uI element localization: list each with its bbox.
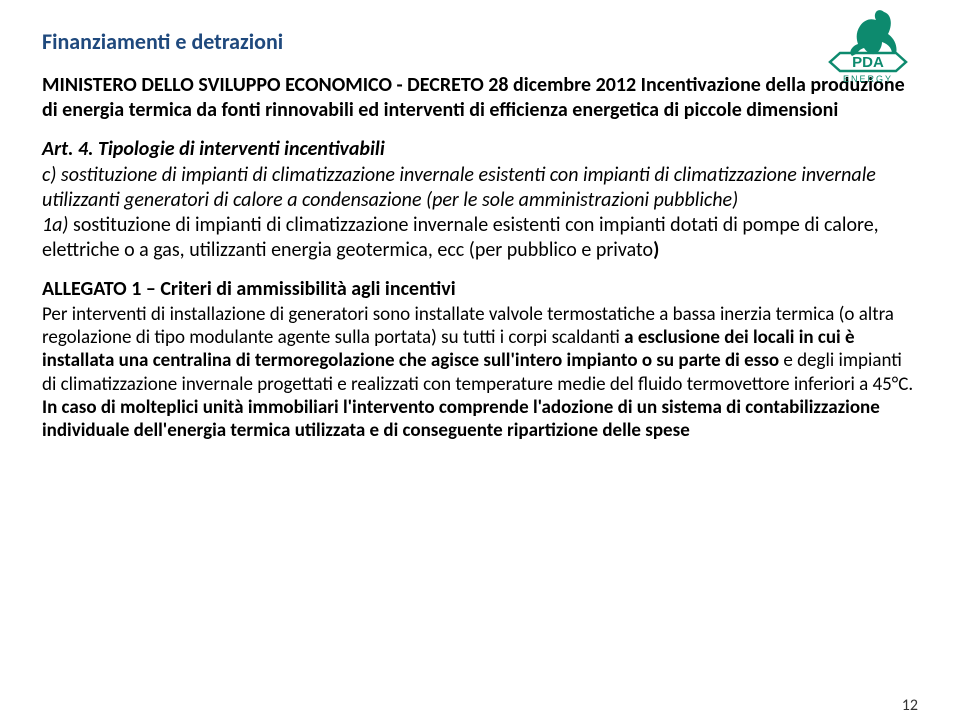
clause-c-text: c) sostituzione di impianti di climatizz… xyxy=(42,163,876,212)
clause-1a: 1a) sostituzione di impianti di climatiz… xyxy=(42,213,918,263)
allegato-1-heading: ALLEGATO 1 – Criteri di ammissibilità ag… xyxy=(42,277,918,301)
clause-1a-prefix: 1a) xyxy=(42,213,68,237)
clause-1a-close: ) xyxy=(653,238,659,262)
article-4-heading: Art. 4. Tipologie di interventi incentiv… xyxy=(42,137,918,161)
page-title: Finanziamenti e detrazioni xyxy=(42,28,918,55)
svg-text:PDA: PDA xyxy=(852,54,884,71)
clause-c: c) sostituzione di impianti di climatizz… xyxy=(42,163,918,213)
allegato-1-body: Per interventi di installazione di gener… xyxy=(42,303,918,442)
svg-text:ENERGY: ENERGY xyxy=(843,74,893,84)
clause-1a-body: sostituzione di impianti di climatizzazi… xyxy=(42,213,879,262)
allegato-bold-2: In caso di molteplici unità immobiliari … xyxy=(42,396,880,442)
slide-page: PDA ENERGY Finanziamenti e detrazioni MI… xyxy=(0,0,960,442)
page-number: 12 xyxy=(902,696,918,715)
pda-energy-logo: PDA ENERGY xyxy=(812,6,932,84)
decree-subtitle: MINISTERO DELLO SVILUPPO ECONOMICO - DEC… xyxy=(42,73,918,123)
